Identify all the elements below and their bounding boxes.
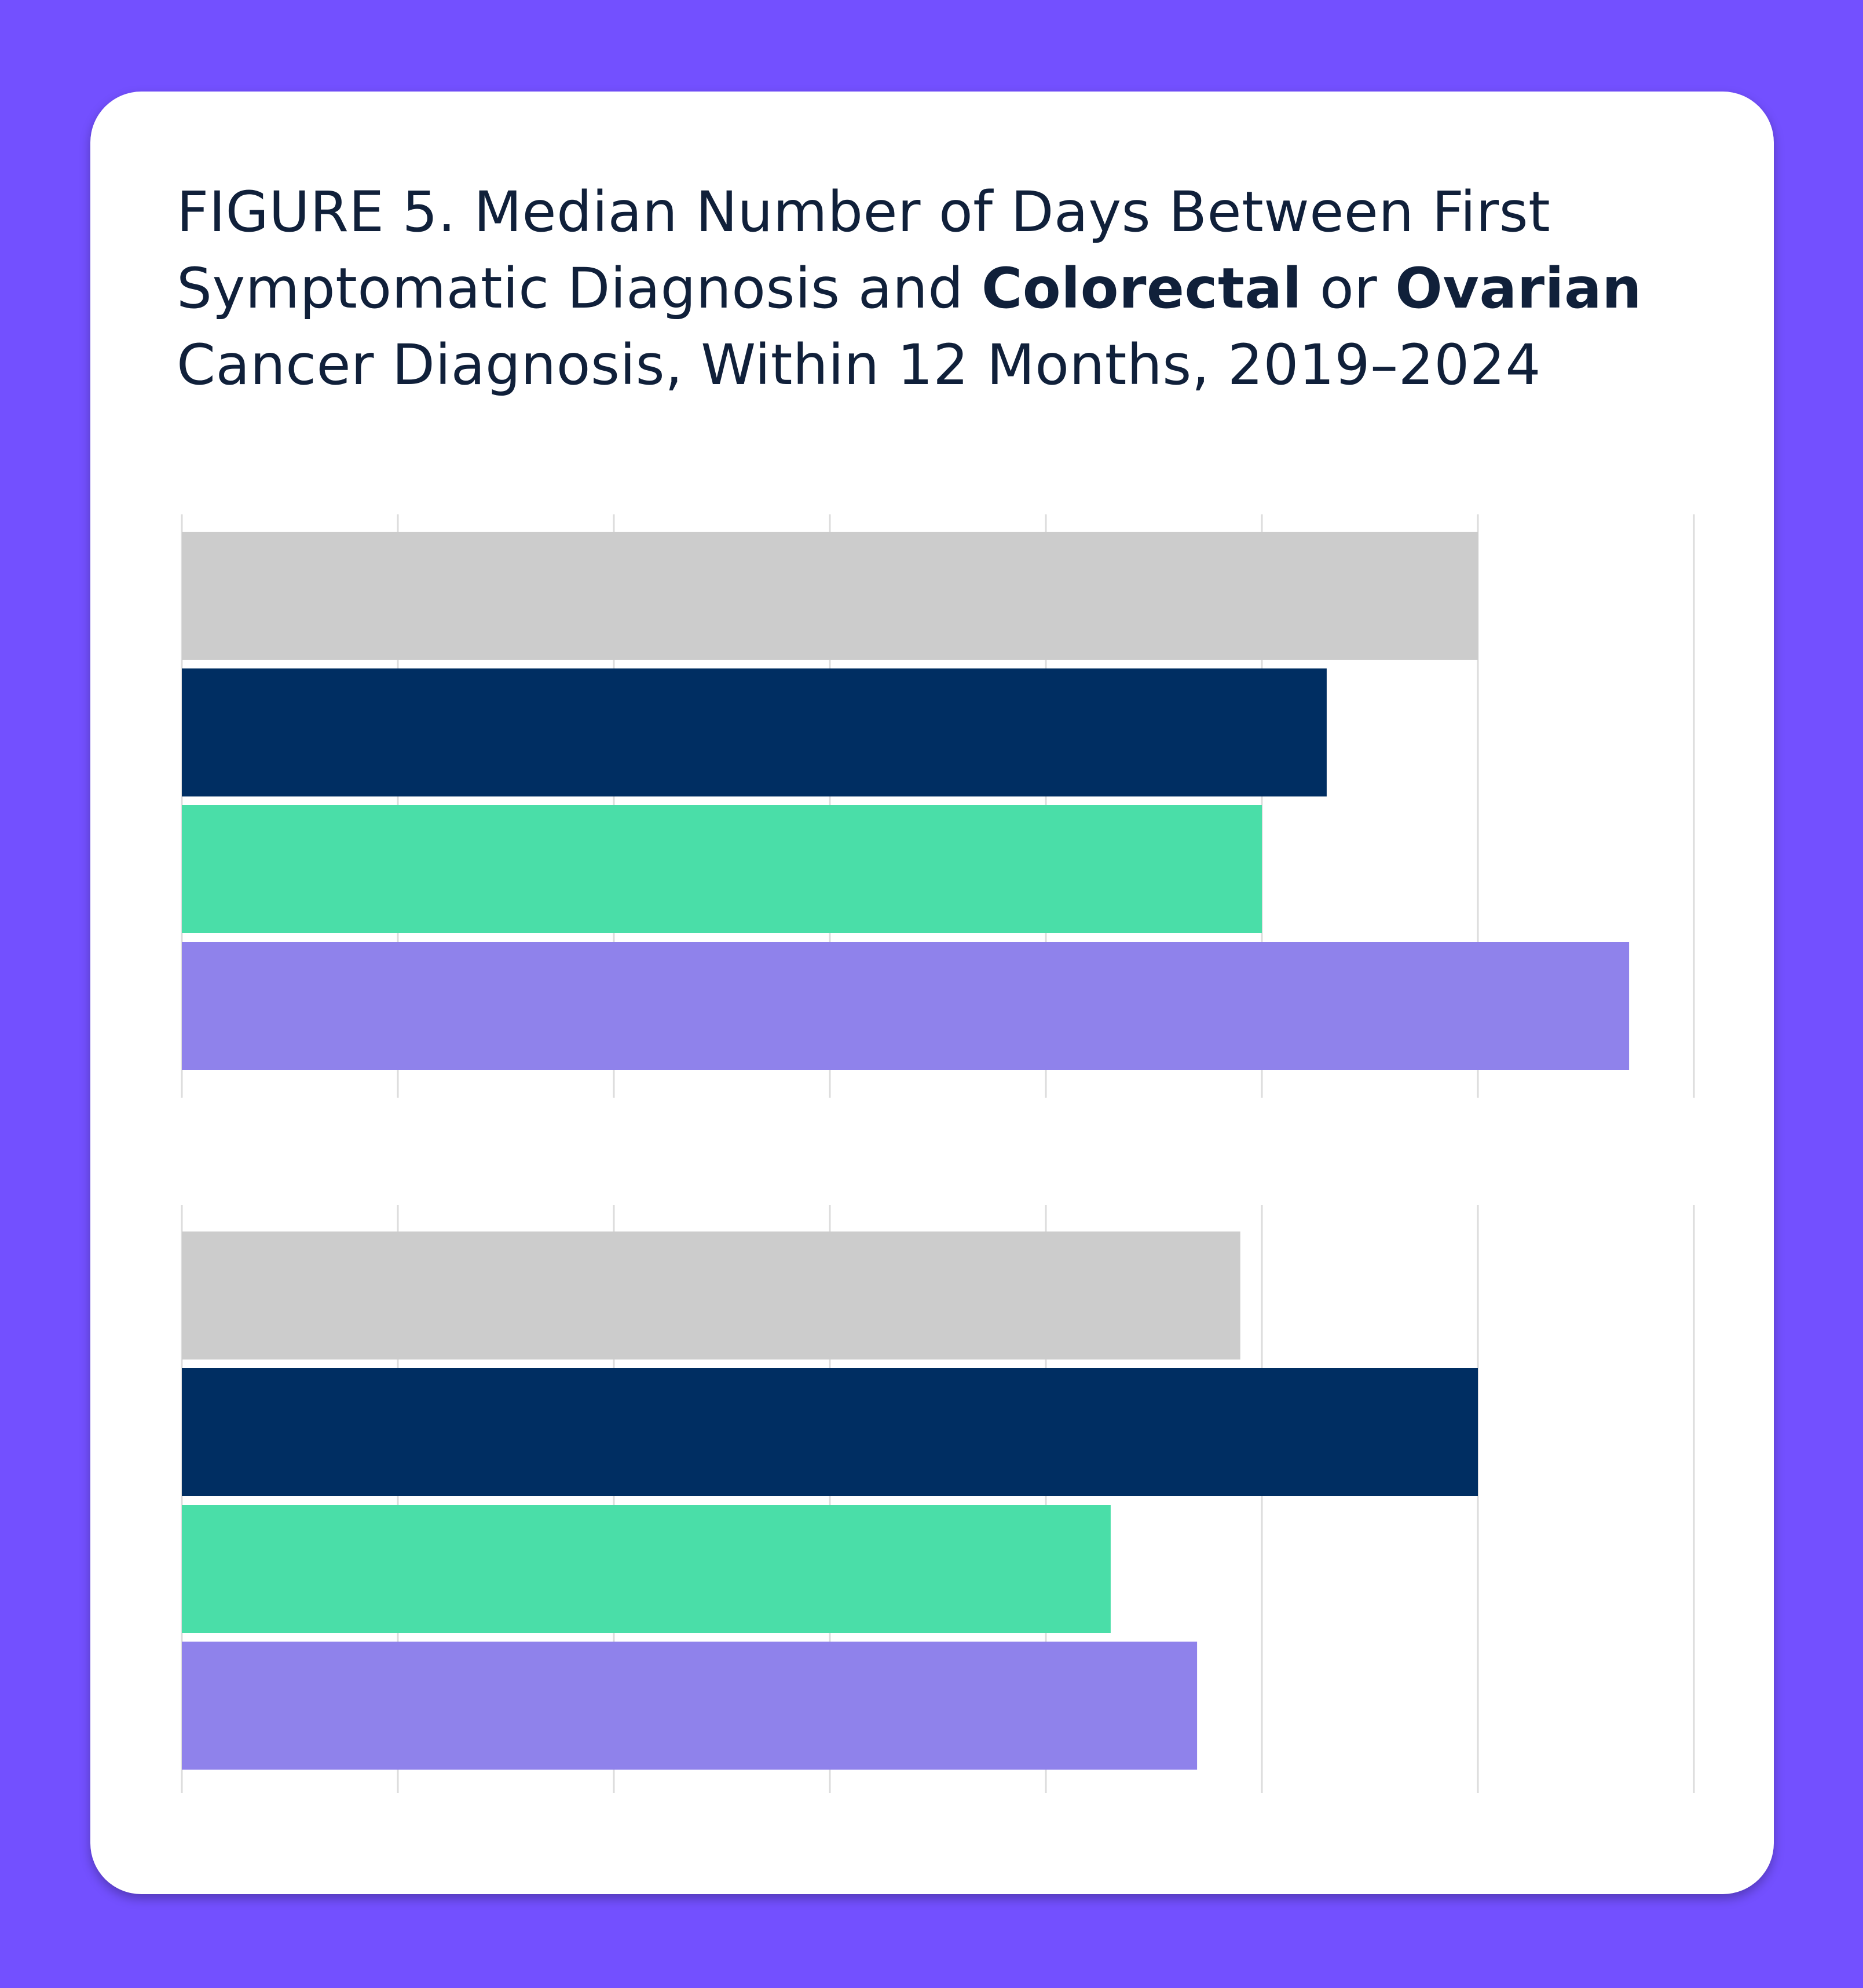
bar-colorectal-4 (182, 942, 1630, 1070)
bar-colorectal-3 (182, 805, 1262, 933)
bar-ovarian-2 (182, 1368, 1478, 1496)
title-text-3: Cancer Diagnosis, Within 12 Months, 2019… (177, 332, 1541, 397)
title-text-1: FIGURE 5. Median Number of Days Between … (177, 180, 1551, 321)
figure-title: FIGURE 5. Median Number of Days Between … (177, 174, 1740, 403)
panel-colorectal (181, 514, 1695, 1098)
bar-ovarian-1 (182, 1231, 1240, 1360)
bar-colorectal-2 (182, 668, 1327, 796)
title-text-2: or (1302, 256, 1396, 321)
bar-ovarian-4 (182, 1642, 1198, 1770)
title-bold-ovarian: Ovarian (1395, 256, 1642, 321)
panel-ovarian (181, 1205, 1695, 1793)
title-bold-colorectal: Colorectal (981, 256, 1302, 321)
bar-ovarian-3 (182, 1505, 1111, 1633)
bar-colorectal-1 (182, 532, 1478, 660)
